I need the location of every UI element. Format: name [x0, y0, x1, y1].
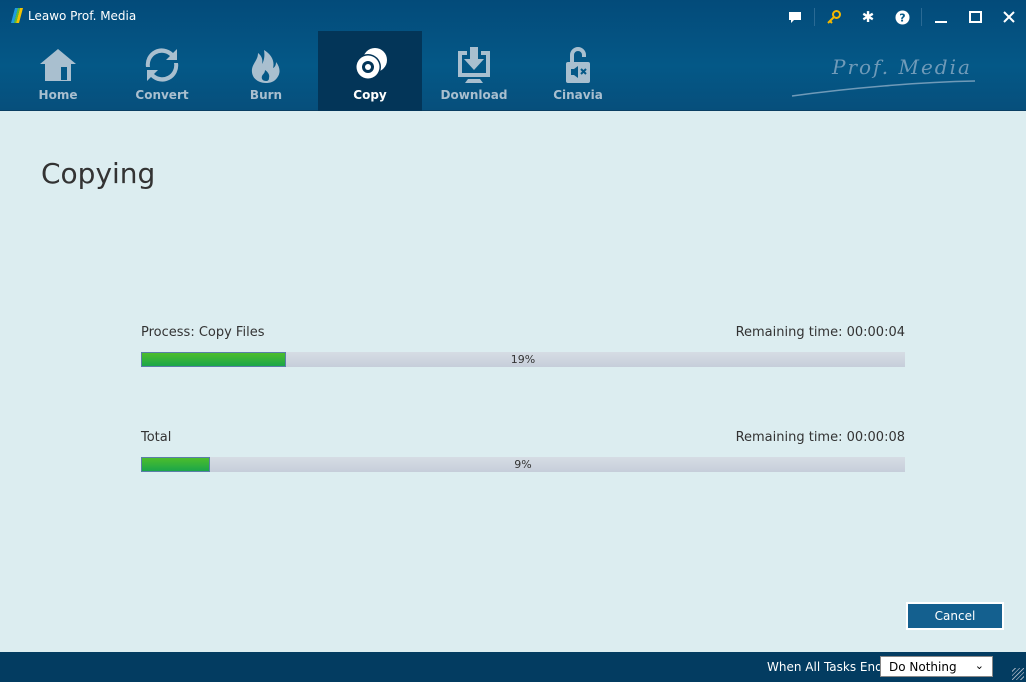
tab-label: Copy [353, 88, 387, 102]
process-label: Process: Copy Files [141, 325, 265, 340]
tab-cinavia[interactable]: Cinavia [526, 31, 630, 111]
total-label: Total [141, 430, 172, 445]
tab-convert[interactable]: Convert [110, 31, 214, 111]
tab-home[interactable]: Home [6, 31, 110, 111]
convert-icon [145, 48, 179, 82]
app-title: Leawo Prof. Media [28, 9, 137, 23]
process-percent: 19% [510, 353, 536, 366]
tab-download[interactable]: Download [422, 31, 526, 111]
cancel-button[interactable]: Cancel [906, 602, 1004, 630]
resize-grip[interactable] [1012, 668, 1024, 680]
tab-copy[interactable]: Copy [318, 31, 422, 111]
key-icon[interactable] [817, 0, 851, 34]
maximize-icon[interactable] [958, 0, 992, 34]
chevron-down-icon: ⌄ [974, 659, 984, 672]
minimize-icon[interactable] [924, 0, 958, 34]
svg-text:?: ? [899, 11, 905, 24]
app-logo-icon [11, 8, 23, 23]
process-remaining-time: Remaining time: 00:00:04 [735, 325, 905, 340]
process-progress-fill [141, 352, 287, 367]
total-progress-fill [141, 457, 210, 472]
tab-burn[interactable]: Burn [214, 31, 318, 111]
home-icon [40, 49, 76, 81]
brand-logo: Prof. Media [791, 55, 976, 97]
tab-label: Burn [249, 88, 283, 102]
tasks-end-select[interactable]: Do Nothing ⌄ [880, 656, 993, 677]
status-bar: When All Tasks End: Do Nothing ⌄ [0, 652, 1026, 682]
unlock-icon [566, 47, 590, 83]
disc-icon [355, 48, 387, 80]
total-percent: 9% [514, 458, 532, 471]
page-title: Copying [41, 157, 156, 190]
tab-label: Download [440, 88, 508, 102]
tab-label: Home [38, 88, 78, 102]
chat-icon[interactable] [778, 0, 812, 34]
svg-text:Prof. Media: Prof. Media [831, 55, 972, 79]
tasks-end-label: When All Tasks End: [767, 660, 887, 674]
total-progress-bar: 9% [141, 457, 905, 472]
tasks-end-value: Do Nothing [889, 660, 957, 674]
tab-label: Convert [135, 88, 189, 102]
process-progress-bar: 19% [141, 352, 905, 367]
divider [921, 8, 922, 26]
download-icon [458, 47, 490, 83]
close-icon[interactable] [992, 0, 1026, 34]
total-remaining-time: Remaining time: 00:00:08 [735, 430, 905, 445]
gear-icon[interactable]: ✱ [861, 8, 875, 26]
tab-label: Cinavia [553, 88, 603, 102]
fire-icon [251, 50, 280, 83]
title-bar: Leawo Prof. Media ✱ ? Home Convert Burn … [0, 0, 1026, 111]
help-icon[interactable]: ? [885, 0, 919, 34]
divider [814, 8, 815, 26]
